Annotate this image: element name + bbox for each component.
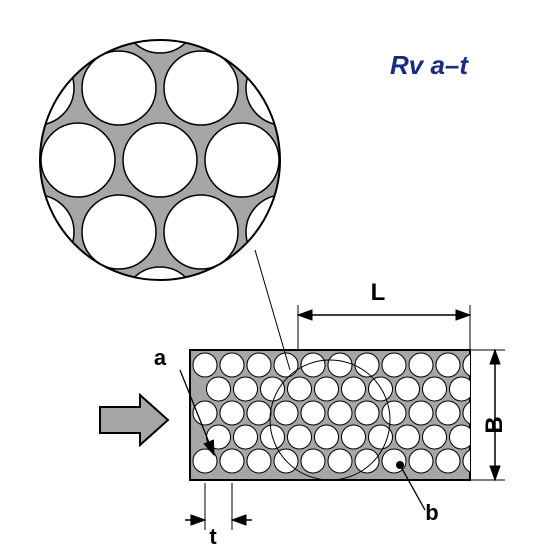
- svg-text:b: b: [425, 500, 438, 525]
- svg-text:L: L: [371, 279, 386, 306]
- diagram-svg: L Bt a b: [0, 0, 550, 550]
- svg-text:t: t: [209, 524, 217, 549]
- pattern-code-title: Rv a–t: [390, 50, 468, 81]
- diagram-stage: L Bt a b Rv a–t: [0, 0, 550, 550]
- svg-text:a: a: [154, 345, 167, 370]
- svg-text:B: B: [481, 416, 508, 433]
